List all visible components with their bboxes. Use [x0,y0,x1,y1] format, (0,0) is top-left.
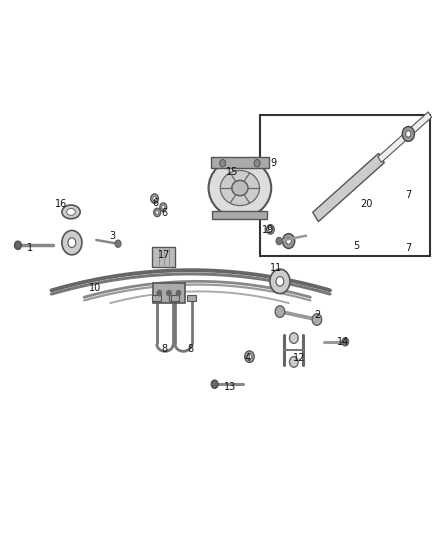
Bar [187,295,196,302]
Bar [378,112,431,163]
Circle shape [14,241,21,249]
Circle shape [270,269,290,294]
Bar [313,154,384,222]
Ellipse shape [220,171,259,206]
FancyBboxPatch shape [260,115,430,256]
Circle shape [115,240,121,247]
Circle shape [219,159,226,167]
Text: 7: 7 [405,243,411,253]
Text: 10: 10 [89,282,101,293]
Text: 8: 8 [162,344,168,354]
Circle shape [160,203,167,212]
Circle shape [406,131,411,137]
Text: 3: 3 [110,231,116,241]
Text: 9: 9 [270,158,276,168]
Circle shape [286,238,291,244]
Circle shape [177,290,181,296]
Ellipse shape [62,205,80,219]
Bar [152,283,185,303]
Circle shape [312,314,322,325]
Text: 5: 5 [353,241,359,252]
Text: 8: 8 [187,344,194,354]
Circle shape [254,159,260,167]
Circle shape [290,333,298,343]
Circle shape [151,194,159,204]
Circle shape [268,227,272,231]
Bar [152,247,175,267]
Circle shape [266,224,274,234]
Circle shape [283,233,295,248]
Bar [212,211,268,220]
Bar [169,295,178,302]
Text: 1: 1 [27,243,33,253]
Ellipse shape [232,180,248,196]
Circle shape [162,205,165,209]
Text: 6: 6 [153,198,159,208]
Circle shape [68,238,76,247]
Text: 14: 14 [337,337,349,347]
Text: 17: 17 [159,250,171,260]
Circle shape [167,290,171,296]
Circle shape [245,351,254,362]
Bar [152,295,161,302]
Text: 12: 12 [293,353,306,362]
Circle shape [157,290,162,296]
Text: 20: 20 [360,199,372,209]
Circle shape [155,211,159,214]
Ellipse shape [208,158,271,217]
Text: 15: 15 [226,167,238,177]
Ellipse shape [67,208,75,215]
Circle shape [154,208,161,216]
Circle shape [211,380,218,389]
Bar [211,157,269,168]
Circle shape [62,230,82,255]
Bar [171,295,180,302]
Text: 7: 7 [405,190,411,200]
Circle shape [290,357,298,367]
Circle shape [153,197,156,201]
Text: 6: 6 [162,208,168,219]
Text: 19: 19 [261,225,274,236]
Circle shape [247,354,251,359]
Circle shape [276,277,284,286]
Text: 4: 4 [244,353,251,362]
Text: 11: 11 [269,263,282,272]
Circle shape [275,306,285,317]
Text: 13: 13 [224,382,236,392]
Circle shape [402,126,414,141]
Text: 16: 16 [55,199,67,209]
Text: 2: 2 [314,310,320,320]
Circle shape [276,237,282,245]
Circle shape [342,337,349,346]
